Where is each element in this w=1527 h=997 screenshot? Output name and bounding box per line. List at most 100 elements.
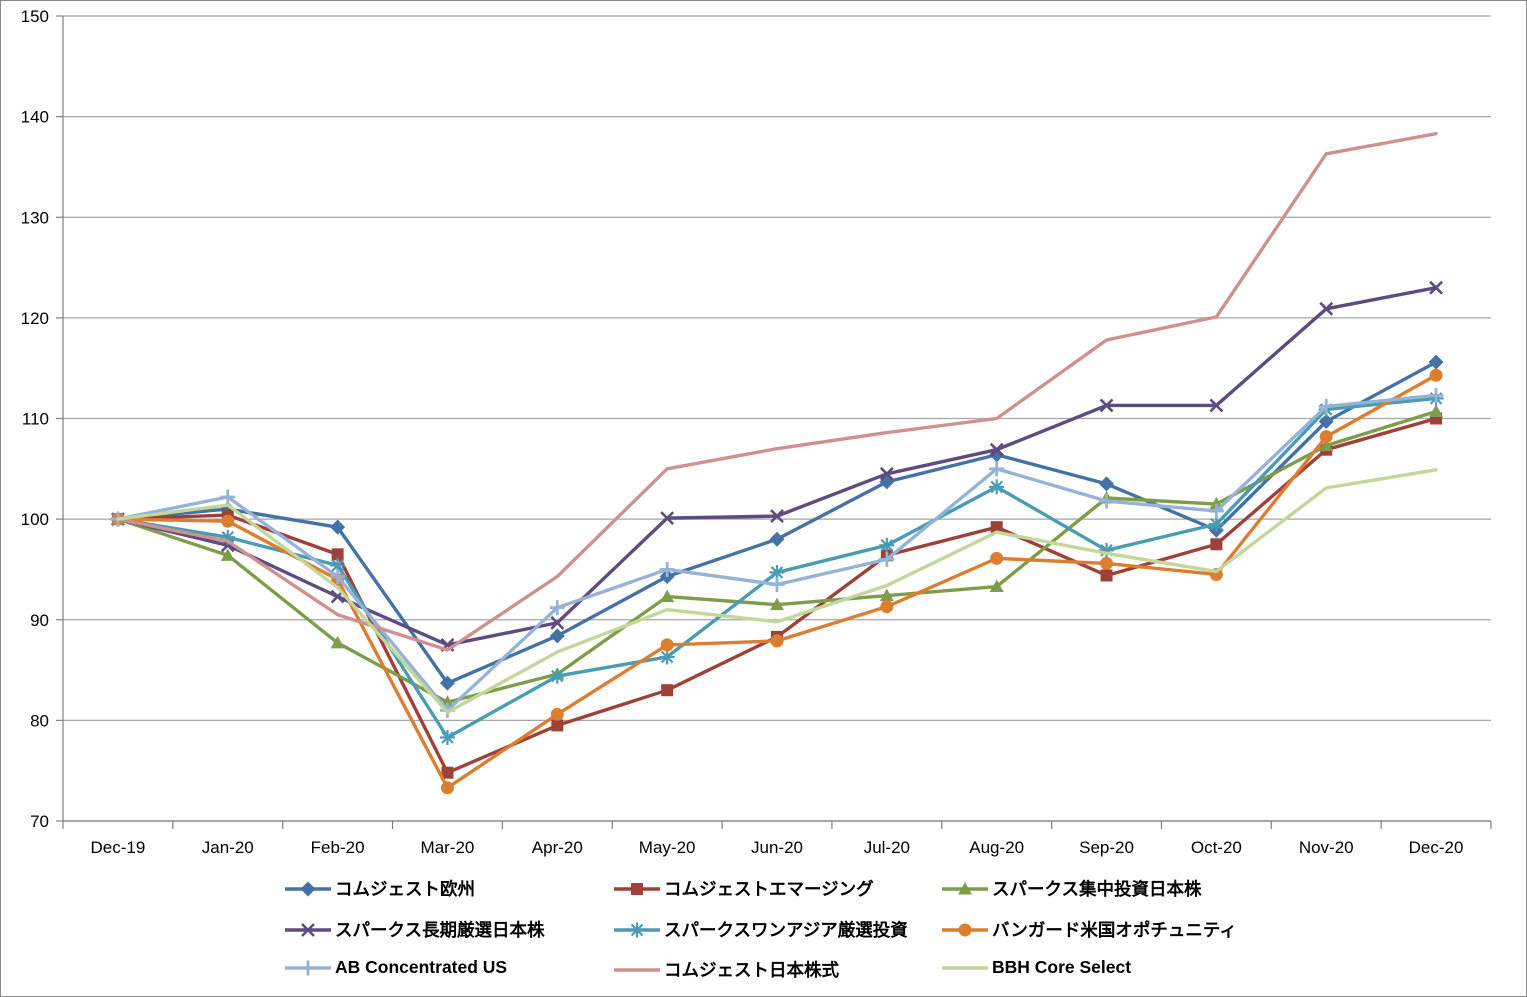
marker-triangle-icon xyxy=(770,597,784,611)
marker-triangle-icon xyxy=(1429,404,1444,417)
legend-label: コムジェスト欧州 xyxy=(335,879,475,899)
marker-asterisk-icon xyxy=(659,649,675,665)
marker-x-icon xyxy=(660,511,675,526)
marker-circle-icon xyxy=(770,634,784,648)
marker-square-icon xyxy=(1100,569,1113,582)
marker-x-icon xyxy=(989,442,1004,457)
marker-asterisk-icon xyxy=(1208,516,1224,532)
marker-square-icon xyxy=(631,882,643,895)
marker-asterisk-icon xyxy=(549,668,565,684)
marker-diamond-icon xyxy=(1428,354,1444,370)
series-1-line xyxy=(116,416,1438,775)
marker-plus-icon xyxy=(659,561,675,577)
y-tick-label: 130 xyxy=(21,208,49,227)
x-tick-label: Jul-20 xyxy=(864,838,910,857)
marker-x-icon xyxy=(879,466,894,481)
marker-triangle-icon xyxy=(220,548,235,561)
legend-marker-square-icon xyxy=(614,882,660,895)
marker-square-icon xyxy=(331,548,344,561)
x-tick-label: Nov-20 xyxy=(1299,838,1354,857)
marker-asterisk-icon xyxy=(989,479,1005,495)
y-tick-label: 90 xyxy=(30,611,49,630)
marker-plus-icon xyxy=(1318,398,1334,414)
legend-marker-triangle-icon xyxy=(942,881,988,894)
marker-plus-icon xyxy=(330,568,346,584)
x-tick-label: May-20 xyxy=(639,838,696,857)
series-7-line xyxy=(116,132,1438,652)
y-tick-label: 80 xyxy=(30,711,49,730)
marker-diamond-icon xyxy=(769,531,785,547)
marker-plus-icon xyxy=(989,461,1005,477)
marker-diamond-icon xyxy=(300,881,316,896)
marker-circle-icon xyxy=(1319,430,1333,444)
marker-diamond-icon xyxy=(549,628,565,644)
legend-row: AB Concentrated US コムジェスト日本株式 BBH Core Sel… xyxy=(1,957,1526,981)
marker-diamond-icon xyxy=(330,519,346,535)
legend-label: スパークス長期厳選日本株 xyxy=(335,920,545,940)
legend-marker-circle-icon xyxy=(942,923,988,936)
marker-diamond-icon xyxy=(1099,476,1115,492)
marker-circle-icon xyxy=(990,551,1004,565)
y-tick-label: 100 xyxy=(21,510,49,529)
marker-triangle-icon xyxy=(330,635,345,649)
marker-x-icon xyxy=(301,922,315,937)
marker-square-icon xyxy=(551,719,564,732)
marker-asterisk-icon xyxy=(439,729,455,745)
series-7 xyxy=(116,132,1438,652)
marker-plus-icon xyxy=(300,960,316,975)
series-8 xyxy=(116,468,1438,715)
marker-circle-icon xyxy=(550,707,564,721)
legend-label: AB Concentrated US xyxy=(335,957,508,977)
marker-plus-icon xyxy=(1208,503,1224,519)
legend-marker-plus-icon xyxy=(285,960,331,975)
legend-row: スパークス長期厳選日本株 スパークスワンアジア厳選投資 バンガード米国オポチュニティ xyxy=(1,917,1526,941)
marker-asterisk-icon xyxy=(879,537,895,553)
marker-x-icon xyxy=(550,615,565,630)
marker-circle-icon xyxy=(660,638,674,652)
marker-triangle-icon xyxy=(660,589,675,603)
legend-row: コムジェスト欧州 コムジェストエマージング スパークス集中投資日本株 xyxy=(1,876,1526,900)
x-tick-label: Oct-20 xyxy=(1191,838,1242,857)
marker-triangle-icon xyxy=(989,579,1004,593)
legend-marker-line-icon xyxy=(942,965,988,970)
marker-asterisk-icon xyxy=(629,922,645,937)
marker-x-icon xyxy=(1099,398,1114,413)
legend-marker-diamond-icon xyxy=(285,881,331,896)
legend-item: コムジェスト欧州 xyxy=(284,876,475,901)
marker-diamond-icon xyxy=(1318,414,1334,430)
x-tick-label: Jan-20 xyxy=(202,838,254,857)
y-tick-label: 110 xyxy=(22,410,49,429)
legend-label: コムジェストエマージング xyxy=(664,879,874,899)
marker-circle-icon xyxy=(440,781,454,795)
marker-plus-icon xyxy=(1099,493,1115,509)
marker-square-icon xyxy=(990,521,1003,534)
marker-circle-icon xyxy=(221,514,235,528)
x-tick-label: Dec-20 xyxy=(1409,838,1464,857)
marker-triangle-icon xyxy=(958,881,972,894)
legend-item: AB Concentrated US xyxy=(284,957,507,978)
marker-diamond-icon xyxy=(439,675,455,691)
legend-item: コムジェストエマージング xyxy=(613,876,874,901)
x-tick-label: Aug-20 xyxy=(969,838,1024,857)
marker-plus-icon xyxy=(220,489,236,505)
legend-label: バンガード米国オポチュニティ xyxy=(992,920,1237,940)
x-tick-label: Feb-20 xyxy=(311,838,365,857)
marker-x-icon xyxy=(1429,280,1443,295)
x-tick-label: Jun-20 xyxy=(751,838,803,857)
legend-item: BBH Core Select xyxy=(941,957,1131,978)
marker-asterisk-icon xyxy=(330,557,346,573)
legend-item: スパークスワンアジア厳選投資 xyxy=(613,917,908,942)
marker-circle-icon xyxy=(880,600,894,614)
series-8-line xyxy=(116,468,1438,715)
legend-marker-x-icon xyxy=(285,922,331,937)
legend-label: スパークス集中投資日本株 xyxy=(992,879,1202,899)
y-tick-label: 150 xyxy=(21,7,49,26)
y-tick-label: 140 xyxy=(21,108,49,127)
marker-plus-icon xyxy=(549,600,565,616)
marker-square-icon xyxy=(441,766,454,779)
legend-item: バンガード米国オポチュニティ xyxy=(941,917,1237,942)
x-tick-label: Sep-20 xyxy=(1079,838,1134,857)
y-tick-label: 120 xyxy=(21,309,49,328)
marker-circle-icon xyxy=(958,923,972,936)
legend-item: コムジェスト日本株式 xyxy=(613,957,839,982)
